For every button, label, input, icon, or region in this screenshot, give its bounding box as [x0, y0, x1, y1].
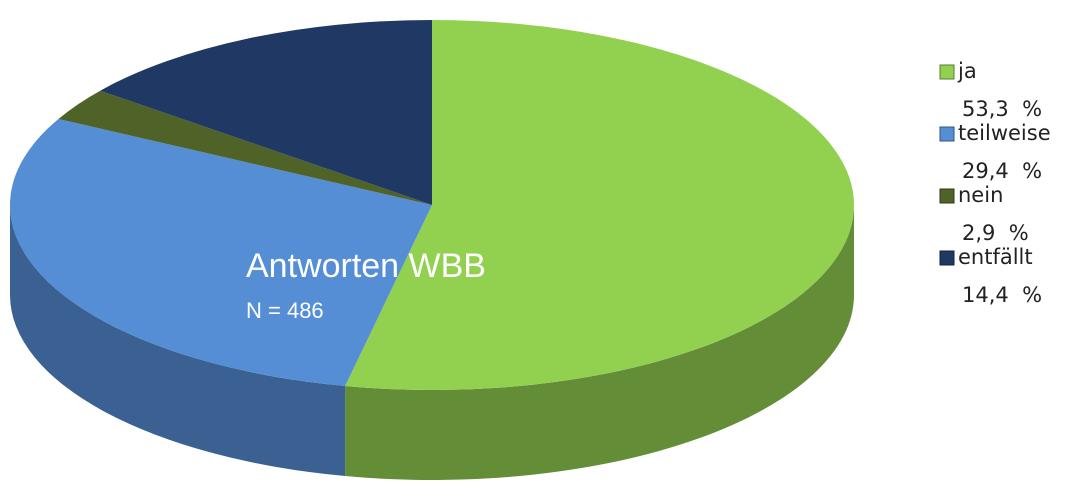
pie-slice	[58, 90, 433, 205]
chart-subtitle: N = 486	[246, 298, 324, 323]
legend-label: entfällt	[958, 245, 1033, 269]
legend-value: 53,3 %	[962, 97, 1042, 121]
legend-value: 29,4 %	[962, 159, 1042, 183]
legend: ja 53,3 %teilweise 29,4 %nein 2,9 %entfällt…	[939, 59, 1051, 307]
pie-slice	[100, 20, 432, 205]
pie-slice-side	[10, 205, 346, 477]
legend-value: 14,4 %	[962, 283, 1042, 307]
chart-title: Antworten WBB	[246, 247, 486, 285]
legend-swatch	[939, 126, 955, 142]
pie-slice	[345, 19, 855, 390]
legend-swatch	[939, 64, 955, 80]
pie-slice	[9, 118, 433, 387]
legend-value: 2,9 %	[962, 221, 1029, 245]
pie-slice-side	[345, 205, 854, 481]
legend-label: nein	[958, 183, 1003, 207]
pie-tops	[9, 19, 855, 390]
legend-label: ja	[957, 59, 977, 83]
legend-label: teilweise	[958, 121, 1051, 145]
legend-swatch	[939, 188, 955, 204]
legend-swatch	[939, 250, 955, 266]
pie-sides	[10, 205, 854, 481]
